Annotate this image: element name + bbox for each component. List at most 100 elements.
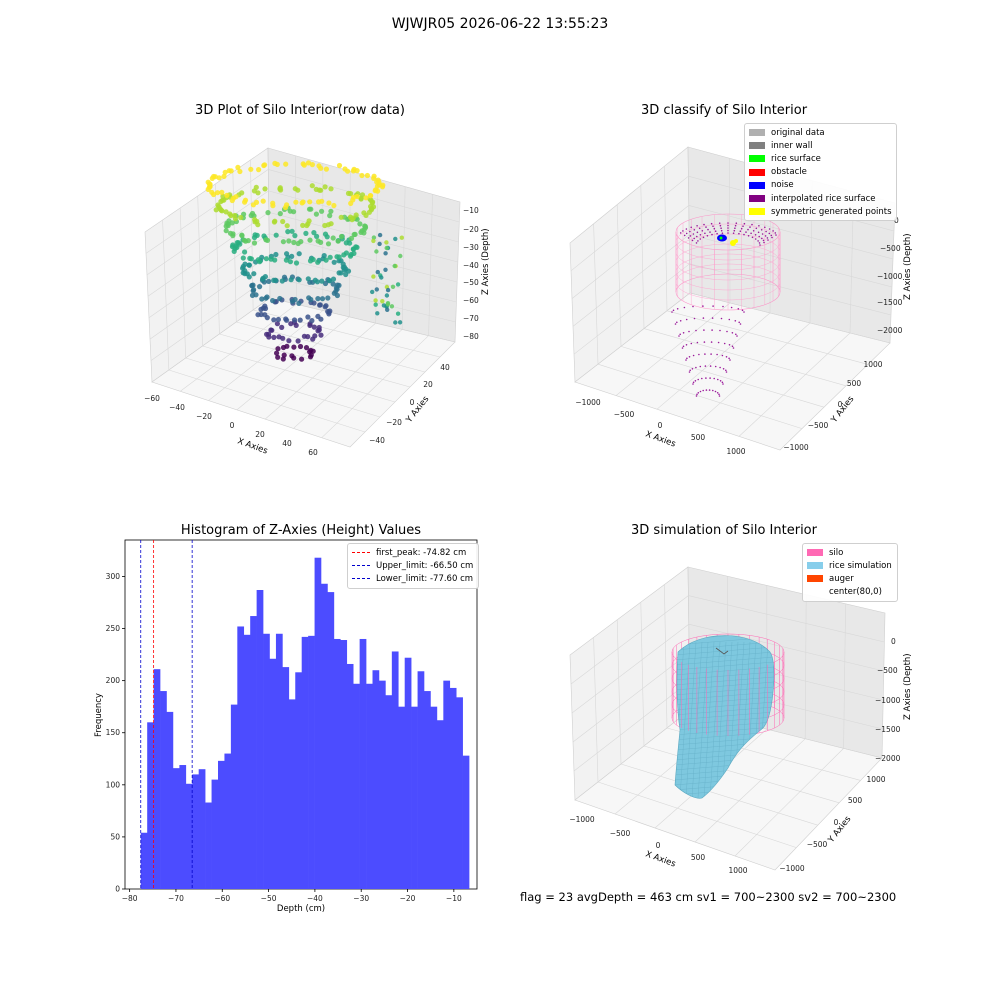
raw-point: [223, 228, 229, 234]
histogram-x-tick-label: −10: [446, 894, 462, 903]
legend-item: center(80,0): [807, 586, 893, 599]
classify-noise-cluster: [717, 234, 738, 246]
histogram-bar: [243, 634, 251, 889]
raw-point: [279, 278, 285, 284]
histogram-chart[interactable]: −80 −70 −60 −50 −40 −30 −20 −10 0 50 100 150 200 250…: [90, 535, 490, 920]
interpolated-point: [683, 306, 686, 309]
raw-point: [325, 295, 331, 301]
histogram-bar: [166, 711, 174, 889]
raw-point: [392, 263, 397, 269]
raw-point: [328, 186, 334, 192]
histogram-bar: [424, 691, 431, 889]
raw-point: [289, 298, 296, 304]
raw-point: [305, 160, 312, 166]
legend-label: noise: [771, 180, 794, 191]
raw-point: [255, 190, 261, 196]
interpolated-point: [676, 321, 678, 324]
raw-point: [297, 317, 303, 323]
histogram-legend: first_peak: -74.82 cm Upper_limit: -66.5…: [347, 543, 479, 589]
raw-point: [276, 334, 282, 340]
raw-point: [385, 287, 391, 293]
raw-point: [296, 300, 302, 306]
grid-line: [643, 328, 847, 387]
histogram-bar: [449, 687, 457, 889]
raw-point: [305, 276, 311, 282]
histogram-bar: [295, 672, 302, 889]
raw-point: [270, 200, 276, 206]
simulation-y-label: Y Axies: [826, 814, 854, 846]
interpolated-point: [691, 368, 694, 370]
raw-point: [240, 255, 246, 261]
interpolated-point: [735, 222, 738, 224]
legend-label: rice surface: [771, 153, 821, 164]
raw-point: [252, 217, 258, 223]
raw-point: [319, 296, 326, 302]
raw-point: [316, 324, 322, 331]
interpolated-point: [696, 235, 698, 238]
interpolated-point: [722, 305, 724, 308]
raw-x-tick: 60: [308, 448, 318, 457]
raw-point: [331, 259, 337, 265]
interpolated-point: [764, 226, 766, 229]
interpolated-point: [721, 232, 724, 234]
interpolated-point: [711, 329, 713, 331]
interpolated-point: [775, 234, 777, 236]
raw-z-tick: −80: [463, 332, 479, 341]
grid-line: [428, 194, 433, 336]
grid-line: [571, 205, 689, 299]
grid-line: [729, 158, 731, 304]
raw-point: [255, 312, 261, 318]
histogram-bar: [301, 636, 309, 889]
grid-line: [321, 335, 429, 438]
classify-x-tick: −500: [614, 410, 635, 419]
raw-point: [273, 232, 279, 238]
raw-point: [372, 188, 378, 194]
simulation-y-tick: 1000: [866, 775, 885, 784]
raw-point: [341, 264, 347, 270]
raw-3d-plot[interactable]: −60 −40 −20 0 20 40 60 −40 −20 0 20 40 −…: [100, 125, 490, 465]
raw-point: [252, 232, 258, 238]
histogram-bar: [179, 765, 187, 889]
interpolated-point: [730, 306, 733, 309]
classify-3d-plot[interactable]: −1000 −500 0 500 1000 −1000 −500 0 500 1…: [560, 140, 920, 470]
grid-line: [269, 254, 457, 303]
interpolated-point: [728, 344, 731, 346]
interpolated-point: [698, 353, 700, 356]
interpolated-point: [702, 317, 705, 319]
interpolated-point: [705, 377, 707, 379]
legend-swatch: [749, 168, 765, 176]
interpolated-point: [738, 232, 740, 235]
raw-point: [280, 218, 286, 225]
interpolated-point: [762, 239, 765, 242]
grid-line: [616, 619, 622, 765]
legend-item: noise: [749, 179, 892, 192]
raw-point: [307, 237, 313, 243]
classify-z-tick: −500: [880, 244, 901, 253]
interpolated-point: [696, 225, 698, 227]
raw-point: [273, 251, 279, 258]
raw-point: [373, 298, 378, 303]
status-readout: flag = 23 avgDepth = 463 cm sv1 = 700~23…: [520, 890, 897, 904]
interpolated-point: [754, 238, 757, 240]
legend-item: first_peak: -74.82 cm: [352, 546, 474, 559]
simulation-x-label: X Axies: [644, 849, 677, 869]
histogram-bars: [140, 557, 470, 889]
interpolated-point: [705, 226, 707, 228]
histogram-y-label: Frequency: [94, 693, 104, 737]
raw-point: [354, 244, 360, 250]
raw-point: [250, 202, 256, 208]
raw-point: [317, 302, 323, 308]
grid-line: [664, 166, 668, 311]
grid-line: [616, 204, 622, 347]
legend-label: symmetric generated points: [771, 206, 892, 217]
simulation-3d-plot[interactable]: −1000 −500 0 500 1000 −1000 −500 0 500 1…: [560, 560, 920, 890]
interpolated-point: [731, 345, 734, 348]
raw-point: [249, 292, 256, 298]
grid-line: [236, 316, 350, 411]
mesh-line: [675, 676, 774, 686]
interpolated-point: [768, 232, 771, 235]
raw-point: [325, 241, 332, 247]
histogram-bar: [185, 783, 193, 889]
interpolated-point: [725, 369, 727, 372]
raw-point: [393, 236, 398, 242]
